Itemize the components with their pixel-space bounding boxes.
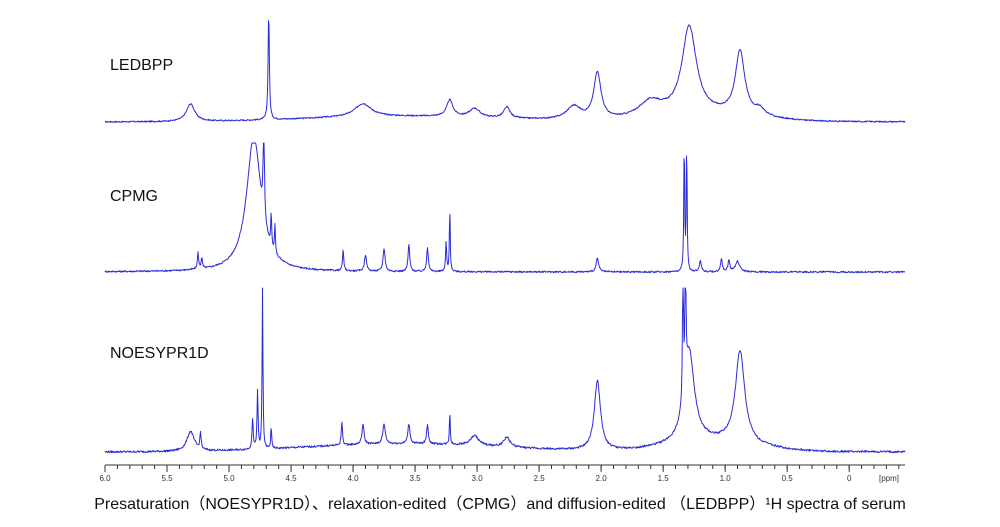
axis-tick-label: 5.5 bbox=[161, 474, 173, 483]
axis-tick-label: 5.0 bbox=[223, 474, 235, 483]
axis-ticks bbox=[104, 465, 900, 472]
series-line-ledbpp bbox=[104, 20, 906, 123]
axis-tick-label: 4.5 bbox=[285, 474, 297, 483]
series-line-noesypr1d bbox=[104, 287, 906, 454]
axis-tick-label: 0 bbox=[847, 474, 852, 483]
axis-tick-label: 2.5 bbox=[534, 474, 546, 483]
axis-tick-label: 6.0 bbox=[99, 474, 111, 483]
axis-tick-label: 0.5 bbox=[782, 474, 794, 483]
spectra-traces bbox=[104, 20, 906, 454]
axis-tick-label: 3.5 bbox=[410, 474, 422, 483]
axis-tick-label: 2.0 bbox=[596, 474, 608, 483]
spectrum-labels: LEDBPP CPMG NOESYPR1D bbox=[110, 57, 209, 362]
series-label-cpmg: CPMG bbox=[110, 188, 158, 205]
axis-tick-labels: 6.0 5.5 5.0 4.5 4.0 3.5 3.0 2.5 2.0 1.5 1.0 0.5 0 bbox=[99, 474, 852, 483]
series-line-cpmg bbox=[104, 142, 906, 274]
axis-tick-label: 1.5 bbox=[658, 474, 670, 483]
figure-caption: Presaturation（NOESYPR1D）、relaxation-edit… bbox=[94, 496, 906, 513]
axis-tick-label: 1.0 bbox=[720, 474, 732, 483]
axis-tick-label: 3.0 bbox=[472, 474, 484, 483]
axis-unit-label: [ppm] bbox=[879, 474, 899, 483]
series-label-noesypr1d: NOESYPR1D bbox=[110, 345, 209, 362]
axis-tick-label: 4.0 bbox=[347, 474, 359, 483]
ppm-axis: 6.0 5.5 5.0 4.5 4.0 3.5 3.0 2.5 2.0 1.5 1.0 0.5 0 [p… bbox=[99, 464, 905, 483]
series-label-ledbpp: LEDBPP bbox=[110, 57, 173, 74]
